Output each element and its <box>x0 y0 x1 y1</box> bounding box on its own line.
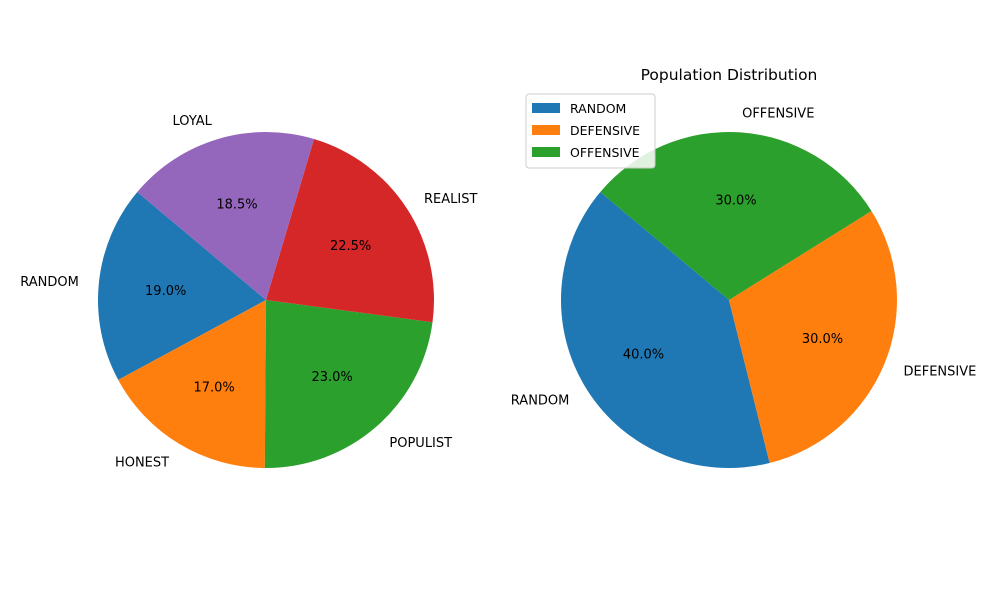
pie-slice-defensive <box>729 210 897 464</box>
pie-slice-loyal <box>137 131 314 300</box>
pie-slice-offensive <box>600 131 872 300</box>
legend-label-random: RANDOM <box>570 101 626 116</box>
slice-percent-loyal: 18.5% <box>216 198 257 213</box>
slice-label-loyal: LOYAL <box>173 114 213 129</box>
legend-swatch-random <box>532 103 560 113</box>
slice-percent-populist: 23.0% <box>311 370 352 385</box>
slice-percent-random: 40.0% <box>623 347 664 362</box>
chart-title: Population Distribution <box>641 66 818 84</box>
slice-label-populist: POPULIST <box>389 436 452 451</box>
slice-label-random: RANDOM <box>20 275 79 290</box>
pie-slice-realist <box>266 139 434 323</box>
pie-slice-honest <box>118 300 266 468</box>
slice-percent-defensive: 30.0% <box>802 332 843 347</box>
slice-percent-realist: 22.5% <box>330 239 371 254</box>
legend-label-defensive: DEFENSIVE <box>570 123 640 138</box>
pie-slice-random <box>560 192 770 469</box>
legend-swatch-offensive <box>532 147 560 157</box>
legend: RANDOM DEFENSIVE OFFENSIVE <box>525 93 656 169</box>
pie-chart-population-distribution: Population Distribution RANDOM 40.0% DEFEN… <box>511 66 977 469</box>
legend-label-offensive: OFFENSIVE <box>570 145 640 160</box>
slice-percent-honest: 17.0% <box>193 380 234 395</box>
slice-label-honest: HONEST <box>115 455 169 470</box>
slice-label-realist: REALIST <box>424 192 477 207</box>
slice-percent-offensive: 30.0% <box>715 193 756 208</box>
slice-label-random: RANDOM <box>511 394 570 409</box>
pie-slice-random <box>97 192 266 380</box>
pie-slice-populist <box>264 300 433 469</box>
pie-chart-agent-types: RANDOM 19.0% HONEST 17.0% POPULIST 23.0% REALI… <box>20 114 477 470</box>
slice-percent-random: 19.0% <box>145 284 186 299</box>
slice-label-offensive: OFFENSIVE <box>742 106 814 121</box>
legend-swatch-defensive <box>532 125 560 135</box>
slice-label-defensive: DEFENSIVE <box>904 365 977 380</box>
